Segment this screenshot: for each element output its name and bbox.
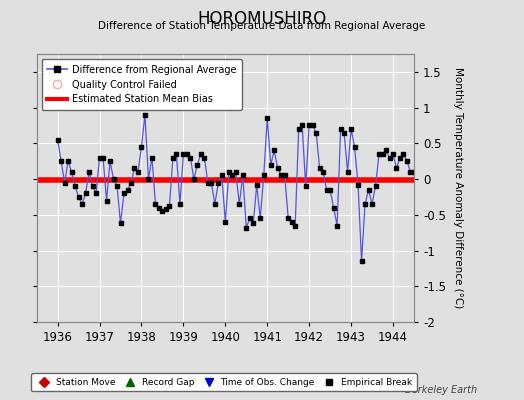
- Text: Berkeley Earth: Berkeley Earth: [405, 385, 477, 395]
- Text: HOROMUSHIRO: HOROMUSHIRO: [198, 10, 326, 28]
- Text: Difference of Station Temperature Data from Regional Average: Difference of Station Temperature Data f…: [99, 21, 425, 31]
- Y-axis label: Monthly Temperature Anomaly Difference (°C): Monthly Temperature Anomaly Difference (…: [453, 67, 463, 309]
- Legend: Difference from Regional Average, Quality Control Failed, Estimated Station Mean: Difference from Regional Average, Qualit…: [41, 59, 242, 110]
- Legend: Station Move, Record Gap, Time of Obs. Change, Empirical Break: Station Move, Record Gap, Time of Obs. C…: [31, 374, 417, 392]
